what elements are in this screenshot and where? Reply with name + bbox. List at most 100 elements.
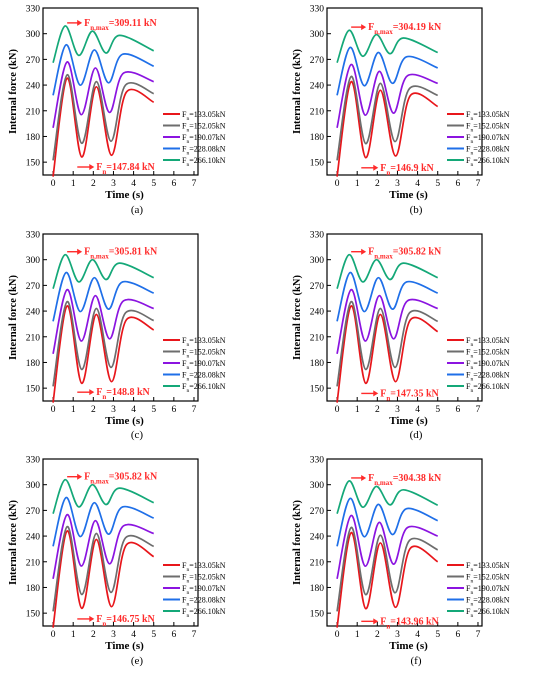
y-tick-label: 240 (310, 82, 325, 92)
series-line (52, 77, 155, 177)
x-tick-label: 6 (171, 179, 176, 189)
x-tick-label: 5 (435, 630, 440, 640)
series-line (52, 61, 155, 129)
annotation-max-label: Fn,max=304.19 kN (368, 22, 442, 36)
series-line (52, 478, 155, 515)
annotation-min-label: Fn=146.9 kN (380, 163, 434, 177)
x-tick-label: 0 (51, 630, 56, 640)
y-tick-label: 330 (310, 456, 325, 466)
x-tick-label: 2 (91, 405, 96, 415)
annotation-arrowhead-max (77, 473, 83, 480)
legend-entry: Fn=133.05kN (466, 110, 510, 122)
legend-entry: Fn=133.05kN (182, 336, 226, 348)
series-line (52, 513, 154, 580)
x-tick-label: 1 (355, 630, 360, 640)
y-tick-label: 210 (26, 558, 41, 568)
series-line (52, 43, 155, 96)
x-tick-label: 3 (111, 179, 116, 189)
series-line (52, 288, 154, 355)
legend-entry: Fn=228.08kN (182, 145, 226, 157)
series-line (336, 253, 439, 290)
x-tick-label: 0 (51, 405, 56, 415)
x-tick-label: 7 (192, 405, 197, 415)
legend-entry: Fn=228.08kN (466, 145, 510, 157)
y-tick-label: 330 (26, 5, 41, 15)
x-tick-label: 7 (192, 179, 197, 189)
series-line (336, 497, 439, 547)
y-tick-label: 240 (310, 308, 325, 318)
annotation-min-label: Fn=147.35 kN (380, 388, 439, 402)
y-tick-label: 240 (26, 533, 41, 543)
series-line (336, 305, 439, 403)
y-tick-label: 210 (310, 333, 325, 343)
x-axis-label: Time (s) (105, 640, 144, 652)
x-tick-label: 4 (415, 630, 420, 640)
y-tick-label: 150 (310, 385, 325, 395)
y-axis-label: Internal force (kN) (292, 49, 303, 134)
series-line (52, 530, 155, 628)
panel-caption: (f) (411, 655, 422, 667)
legend-entry: Fn=266.10kN (182, 382, 226, 394)
y-tick-label: 150 (310, 610, 325, 620)
series-line (336, 63, 438, 129)
annotation-max-label: Fn,max=305.82 kN (368, 247, 442, 261)
x-tick-label: 4 (415, 179, 420, 189)
legend-entry: Fn=133.05kN (182, 110, 226, 122)
annotation-arrowhead-min (89, 389, 95, 396)
panel-caption: (e) (131, 655, 144, 667)
chart-panel-2: 150 180 210 240 270 300 330 0 1 2 3 4 5 6 7 Time (s) Int… (292, 5, 510, 217)
panel-caption: (a) (131, 204, 144, 216)
x-tick-label: 3 (395, 630, 400, 640)
axis-frame (42, 458, 199, 627)
chart-panel-3: 150 180 210 240 270 300 330 0 1 2 3 4 5 6 7 Time (s) Int… (8, 231, 226, 442)
x-tick-label: 7 (476, 405, 481, 415)
axis-frame (42, 233, 199, 402)
legend-entry: Fn=190.07kN (466, 584, 510, 596)
series-line (52, 253, 155, 290)
x-axis-label: Time (s) (105, 189, 144, 201)
y-tick-label: 330 (310, 231, 325, 241)
annotation-arrowhead-max (77, 19, 83, 26)
chart-panel-5: 150 180 210 240 270 300 330 0 1 2 3 4 5 6 7 Time (s) Int… (8, 456, 226, 668)
series-line (336, 526, 439, 612)
legend-entry: Fn=228.08kN (182, 371, 226, 383)
series-line (336, 271, 439, 322)
y-tick-label: 180 (310, 584, 325, 594)
x-tick-label: 4 (415, 405, 420, 415)
y-tick-label: 210 (26, 107, 41, 117)
x-tick-label: 2 (375, 179, 380, 189)
x-tick-label: 3 (111, 405, 116, 415)
y-axis-label: Internal force (kN) (292, 500, 303, 585)
legend-entry: Fn=266.10kN (466, 382, 510, 394)
x-tick-label: 5 (151, 405, 156, 415)
series-line (336, 29, 439, 64)
y-tick-label: 150 (310, 159, 325, 169)
x-tick-label: 2 (375, 405, 380, 415)
annotation-arrowhead-max (361, 24, 367, 31)
legend-entry: Fn=152.05kN (466, 122, 510, 134)
y-tick-label: 180 (26, 584, 41, 594)
x-tick-label: 0 (335, 405, 340, 415)
legend-entry: Fn=266.10kN (182, 156, 226, 168)
x-tick-label: 2 (91, 630, 96, 640)
legend-entry: Fn=228.08kN (466, 371, 510, 383)
y-tick-label: 270 (26, 282, 41, 292)
series-line (52, 73, 155, 161)
y-tick-label: 240 (26, 82, 41, 92)
legend-entry: Fn=228.08kN (466, 596, 510, 608)
annotation-max-label: Fn,max=305.82 kN (84, 472, 158, 486)
series-line (336, 514, 439, 580)
y-tick-label: 330 (26, 231, 41, 241)
y-tick-label: 300 (26, 30, 41, 40)
x-tick-label: 6 (455, 405, 460, 415)
y-tick-label: 270 (26, 507, 41, 517)
panel-caption: (c) (131, 429, 144, 441)
annotation-max-label: Fn,max=304.38 kN (368, 473, 442, 487)
series-line (336, 80, 439, 177)
x-tick-label: 5 (151, 179, 156, 189)
legend-entry: Fn=152.05kN (182, 122, 226, 134)
y-tick-label: 270 (310, 507, 325, 517)
legend-entry: Fn=266.10kN (182, 607, 226, 619)
x-tick-label: 3 (111, 630, 116, 640)
